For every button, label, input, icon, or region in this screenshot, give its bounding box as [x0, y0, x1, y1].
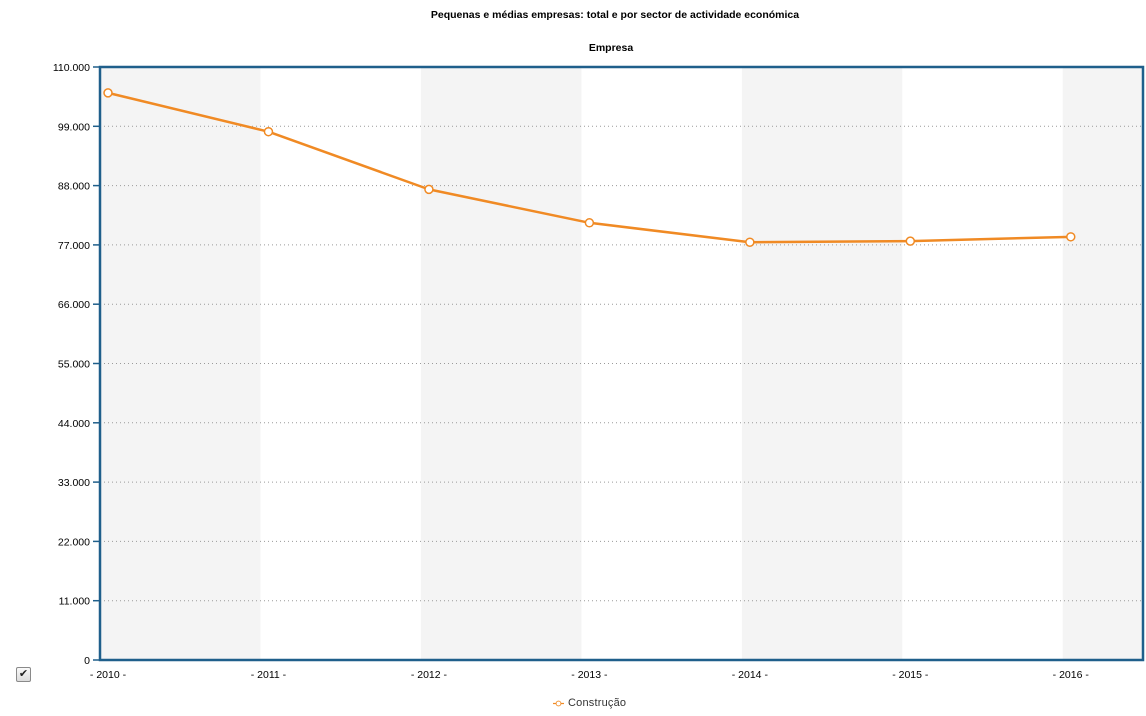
y-tick-label: 110.000 — [53, 62, 90, 74]
y-tick-label: 55.000 — [58, 359, 90, 371]
y-axis: 0 11.000 22.000 33.000 44.000 55.000 66.000 77.… — [53, 62, 100, 667]
y-tick-label: 0 — [84, 655, 90, 667]
x-tick-label: - 2012 - — [411, 669, 448, 681]
y-tick-label: 66.000 — [58, 299, 90, 311]
category-band — [1062, 67, 1143, 660]
category-band — [420, 67, 582, 660]
y-tick-label: 88.000 — [58, 181, 90, 193]
data-point — [905, 236, 916, 246]
y-tick-label: 11.000 — [59, 596, 90, 608]
chart-subtitle: Empresa — [588, 42, 634, 54]
x-tick-label: - 2015 - — [892, 669, 929, 681]
x-tick-label: - 2011 - — [251, 669, 287, 681]
legend-label: Construção — [568, 697, 627, 709]
data-point — [424, 184, 434, 195]
series-layer — [103, 88, 1076, 247]
y-tick-label: 22.000 — [58, 536, 90, 548]
data-point — [263, 126, 274, 137]
x-axis: - 2010 - - 2011 - - 2012 - - 2013 - - 2014 -… — [90, 669, 1089, 681]
chart-title: Pequenas e médias empresas: total e por … — [430, 9, 800, 21]
y-tick-label: 99.000 — [58, 121, 90, 133]
x-tick-label: - 2013 - — [571, 669, 608, 681]
data-point — [103, 88, 113, 98]
legend-marker-icon — [553, 700, 564, 706]
y-tick-label: 77.000 — [58, 240, 90, 252]
x-tick-label: - 2010 - — [90, 669, 127, 681]
x-tick-label: - 2016 - — [1053, 669, 1090, 681]
plot-frame — [98, 65, 1145, 662]
data-point — [584, 218, 595, 228]
y-tick-label: 44.000 — [58, 418, 90, 430]
x-tick-label: - 2014 - — [732, 669, 769, 681]
series-toggle-checkbox[interactable]: ✔ — [16, 667, 31, 682]
data-point — [1066, 232, 1076, 242]
y-tick-label: 33.000 — [58, 477, 90, 489]
legend[interactable]: Construção — [553, 697, 626, 709]
data-point — [745, 237, 755, 247]
category-band — [741, 67, 903, 660]
